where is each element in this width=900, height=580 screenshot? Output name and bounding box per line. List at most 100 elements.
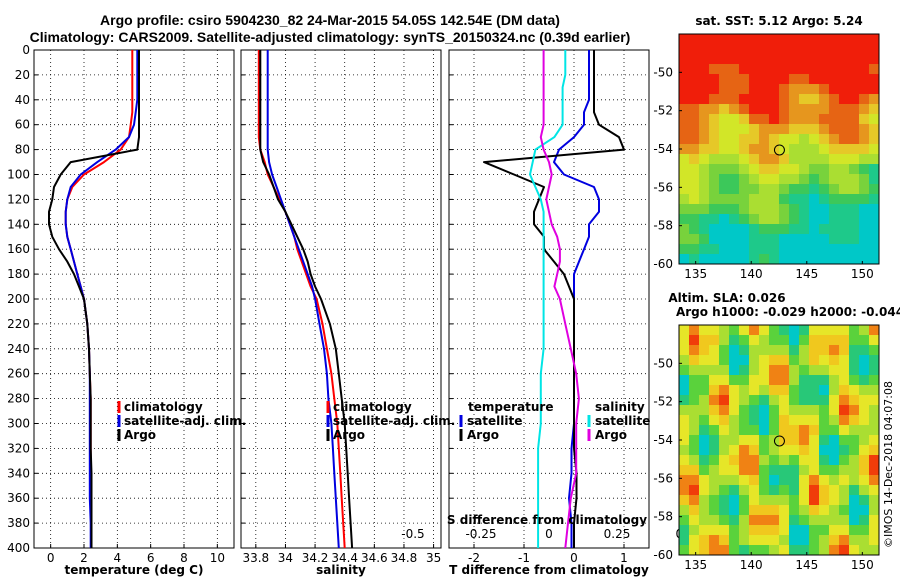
map-cell [799,545,809,555]
map-cell [709,455,719,465]
map-cell [859,74,869,84]
map-cell [809,64,819,74]
legend-header-salinity: salinity [595,400,645,414]
map-cell [749,495,759,505]
map-cell [709,425,719,435]
map-cell [739,54,749,64]
map-cell [789,104,799,114]
map-cell [789,435,799,445]
map-cell [869,425,879,435]
salinity-grid [241,49,441,549]
map-cell [759,174,769,184]
map-cell [709,174,719,184]
map-cell [749,244,759,254]
map-cell [859,515,869,525]
difference-lines [483,50,625,548]
map-cell [839,134,849,144]
map-cell [759,455,769,465]
map-cell [699,244,709,254]
map-cell [679,505,689,515]
map-cell [819,435,829,445]
map-cell [859,445,869,455]
map-cell [739,465,749,475]
map-cell [749,64,759,74]
map-cell [849,194,859,204]
map-cell [859,375,869,385]
map-cell [869,74,879,84]
map-y-tick-label: -52 [653,395,673,409]
map-cell [799,74,809,84]
map-cell [729,64,739,74]
map-cell [709,154,719,164]
map-cell [759,44,769,54]
map-cell [799,465,809,475]
map-x-tick-label: 150 [851,267,874,281]
depth-tick-label: 0 [22,43,30,57]
map-cell [689,395,699,405]
map-cell [719,485,729,495]
map-cell [709,34,719,44]
map-cell [719,425,729,435]
map-cell [869,435,879,445]
map-cell [709,224,719,234]
map-cell [799,254,809,264]
depth-tick-label: 300 [7,417,30,431]
map-cell [849,124,859,134]
map-cell [839,355,849,365]
map-cell [709,94,719,104]
map-cell [699,325,709,335]
map-y-tick-label: -50 [653,65,673,79]
map-cell [799,164,809,174]
map-cell [799,64,809,74]
map-cell [859,385,869,395]
map-cell [819,34,829,44]
legend-label-t-argo: Argo [467,428,499,442]
map-cell [859,535,869,545]
map-cell [679,545,689,555]
map-cell [799,435,809,445]
map-cell [759,385,769,395]
map-cell [729,244,739,254]
map-cell [789,455,799,465]
map-cell [719,184,729,194]
map-cell [719,164,729,174]
map-cell [789,425,799,435]
map-cell [799,355,809,365]
map-cell [779,465,789,475]
map-cell [749,94,759,104]
map-cell [749,34,759,44]
map-cell [799,134,809,144]
map-cell [719,445,729,455]
map-cell [849,505,859,515]
map-cell [869,395,879,405]
map-cell [679,214,689,224]
map-cell [699,144,709,154]
map-cell [729,365,739,375]
map-cell [769,525,779,535]
map-cell [739,154,749,164]
map-cell [789,204,799,214]
map-cell [739,64,749,74]
map-cell [699,204,709,214]
map-cell [859,44,869,54]
map-cell [859,525,869,535]
map-cell [819,154,829,164]
map-cell [739,194,749,204]
title-line-2: Climatology: CARS2009. Satellite-adjuste… [29,29,631,45]
map-cell [799,214,809,224]
map-cell [709,445,719,455]
map-cell [699,174,709,184]
map-cell [819,194,829,204]
map-cell [689,435,699,445]
map-cell [859,425,869,435]
s-diff-tick-label: 0 [545,527,553,541]
map-cell [749,345,759,355]
map-cell [819,425,829,435]
map-cell [769,355,779,365]
map-cell [849,515,859,525]
map-cell [739,525,749,535]
map-cell [859,395,869,405]
map-cell [829,525,839,535]
map-cell [729,335,739,345]
map-cell [829,405,839,415]
